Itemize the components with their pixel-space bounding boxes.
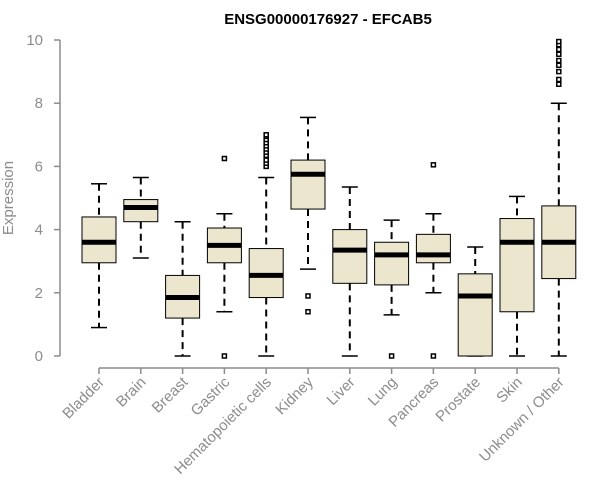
box-iqr — [499, 218, 535, 313]
box-breast — [165, 220, 201, 357]
y-axis: 0 2 4 6 8 10 — [26, 32, 61, 365]
y-tick-label: 0 — [35, 348, 43, 365]
x-tick-label: Skin — [493, 374, 526, 407]
outlier-point — [556, 68, 562, 75]
outlier-point — [388, 353, 395, 359]
outlier-point — [556, 46, 562, 53]
box-skin — [499, 195, 535, 357]
outlier-point — [556, 38, 562, 45]
y-tick-label: 4 — [35, 222, 43, 239]
outlier-point — [221, 155, 228, 162]
outlier-point — [556, 51, 562, 57]
outlier-point — [263, 157, 269, 163]
outlier-point — [263, 132, 269, 138]
box-unknown-other — [541, 38, 577, 357]
box-iqr — [290, 159, 326, 210]
x-tick-label: Lung — [365, 374, 401, 410]
outlier-point — [305, 309, 311, 315]
box-bladder — [81, 183, 117, 329]
box-hematopoietic-cells — [248, 132, 284, 357]
outlier-point — [556, 62, 562, 69]
outlier-point — [430, 162, 437, 168]
y-tick-label: 6 — [35, 158, 43, 175]
box-prostate — [457, 246, 493, 357]
box-lung — [374, 219, 410, 359]
box-iqr — [415, 233, 451, 264]
y-axis-label: Expression — [0, 161, 17, 235]
x-tick-label: Breast — [149, 373, 192, 416]
outlier-point — [430, 353, 437, 359]
x-tick-label: Bladder — [59, 374, 108, 423]
y-tick-label: 2 — [35, 285, 43, 302]
box-pancreas — [415, 162, 451, 359]
outlier-point — [556, 76, 562, 83]
outlier-point — [221, 353, 228, 359]
box-liver — [332, 186, 368, 357]
box-kidney — [290, 116, 326, 315]
x-tick-label: Prostate — [432, 374, 484, 426]
outlier-point — [556, 81, 562, 87]
y-tick-label: 10 — [26, 32, 43, 49]
x-tick-label: Kidney — [272, 373, 317, 418]
box-iqr — [332, 229, 368, 284]
outlier-point — [556, 57, 562, 64]
y-tick-label: 8 — [35, 95, 43, 112]
box-brain — [123, 176, 159, 259]
boxes-group — [81, 38, 577, 359]
x-tick-label: Brain — [113, 374, 150, 411]
box-gastric — [206, 155, 242, 359]
box-iqr — [123, 199, 159, 223]
x-tick-label: Liver — [324, 374, 359, 409]
box-iqr — [457, 273, 493, 357]
outlier-point — [305, 293, 311, 299]
box-iqr — [374, 241, 410, 286]
chart-title: ENSG00000176927 - EFCAB5 — [224, 11, 432, 28]
